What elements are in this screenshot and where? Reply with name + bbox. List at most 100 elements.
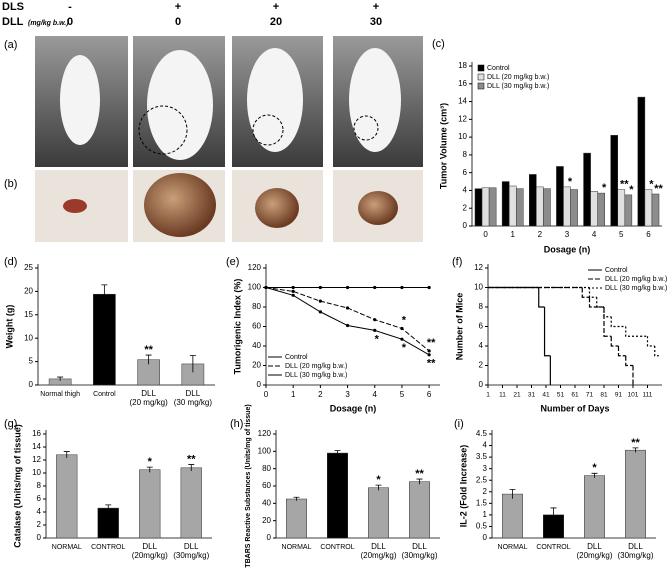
photo-row-a — [35, 36, 423, 167]
panel-label: (a) — [4, 39, 17, 51]
x-tick-label: 0 — [483, 230, 488, 239]
bar — [597, 192, 605, 227]
x-tick-label: Control — [93, 391, 116, 398]
y-tick-label: 4 — [483, 441, 488, 450]
error-bar — [509, 489, 516, 499]
marker — [345, 323, 350, 328]
x-tick-label: (30 mg/kg) — [174, 398, 213, 407]
x-tick-label: 51 — [557, 392, 565, 399]
marker — [291, 285, 295, 290]
significance: ** — [427, 358, 436, 370]
x-tick-label: DLL — [628, 542, 643, 551]
mouse — [147, 50, 213, 160]
y-tick-label: 2 — [463, 203, 468, 212]
y-tick-label: 15 — [24, 310, 33, 319]
x-tick-label: CONTROL — [536, 544, 570, 551]
tumor — [63, 199, 87, 213]
y-tick-label: 10 — [458, 132, 467, 141]
step-segment — [596, 297, 604, 308]
tumor-outline — [138, 105, 188, 155]
step-segment — [646, 336, 655, 347]
y-tick-label: 120 — [248, 263, 262, 272]
y-tick-label: 4 — [463, 186, 468, 195]
error-bar — [416, 478, 423, 485]
step-segment — [654, 346, 659, 357]
x-tick-label: DLL — [412, 542, 427, 551]
bar — [327, 452, 348, 539]
y-tick-label: 8 — [463, 150, 468, 159]
panel-label: (d) — [4, 256, 17, 268]
step-segment — [617, 346, 626, 357]
marker — [318, 299, 322, 303]
error-bar — [334, 450, 341, 456]
x-tick-label: NORMAL — [282, 544, 312, 551]
y-tick-label: 60 — [262, 481, 271, 490]
error-bar — [188, 464, 195, 472]
header-value: 0 — [67, 16, 73, 28]
significance: * — [376, 474, 381, 486]
panel-label: (f) — [452, 256, 462, 268]
y-tick-label: 12 — [32, 455, 41, 464]
legend-swatch — [477, 64, 485, 72]
bar — [543, 188, 551, 227]
bar — [610, 135, 619, 227]
photo-row-b — [35, 170, 423, 242]
x-tick-label: (20mg/kg) — [360, 551, 396, 560]
panel-label: (h) — [230, 418, 243, 430]
header-value: 30 — [370, 16, 382, 28]
y-axis-label: Tumor Volume (cm³) — [438, 103, 448, 189]
bar — [474, 188, 483, 227]
significance: ** — [415, 468, 424, 480]
y-tick-label: 16 — [32, 429, 41, 438]
step-segment — [581, 287, 590, 298]
y-axis-label: Number of Mice — [454, 293, 464, 361]
error-bar — [375, 484, 382, 491]
x-tick-label: 11 — [499, 392, 506, 399]
tumor — [255, 188, 299, 228]
significance: ** — [631, 437, 640, 449]
mouse — [349, 48, 401, 152]
y-tick-label: 40 — [262, 498, 271, 507]
y-tick-label: 20 — [252, 361, 261, 370]
error-bar — [293, 496, 300, 501]
significance: * — [402, 314, 407, 326]
bar — [624, 194, 633, 227]
header-value: + — [175, 1, 181, 13]
y-tick-label: 0 — [37, 533, 42, 542]
bar — [368, 487, 389, 539]
legend-label: DLL (20 mg/kg b.w.) — [605, 276, 667, 283]
x-tick-label: 41 — [542, 392, 550, 399]
y-tick-label: 0 — [29, 380, 34, 389]
y-tick-label: 4.5 — [476, 429, 488, 438]
y-tick-label: 20 — [24, 287, 33, 296]
x-tick-label: 2 — [538, 230, 543, 239]
error-bar — [105, 504, 112, 512]
x-tick-label: NORMAL — [498, 544, 528, 551]
error-bar — [550, 507, 557, 522]
x-tick-label: 6 — [427, 390, 432, 399]
bar — [508, 185, 517, 227]
significance: ** — [427, 337, 436, 349]
bar — [584, 475, 605, 539]
tumor — [358, 191, 398, 225]
y-axis-label: Catalase (Units/mg of tissue) — [12, 424, 22, 548]
bar — [536, 186, 544, 227]
y-axis-label: TBARS Reactive Substances (Units/mg of t… — [245, 404, 252, 567]
header-value: 20 — [270, 16, 282, 28]
bar — [529, 174, 537, 227]
significance: * — [592, 462, 597, 474]
y-tick-label: 25 — [24, 263, 33, 272]
significance: * — [649, 178, 654, 190]
x-axis-label: Dosage (n) — [544, 244, 591, 254]
bar — [583, 152, 591, 227]
legend-label: Control — [285, 354, 308, 361]
legend-label: DLL (20 mg/kg b.w.) — [487, 74, 549, 81]
bar — [501, 181, 510, 227]
marker — [318, 310, 322, 314]
header-label: DLL — [2, 16, 24, 28]
x-tick-label: 5 — [400, 390, 405, 399]
y-tick-label: 12 — [458, 114, 467, 123]
panel-label: (c) — [432, 38, 445, 50]
legend-label: DLL (30 mg/kg b.w.) — [285, 372, 347, 379]
y-tick-label: 12 — [474, 263, 483, 272]
